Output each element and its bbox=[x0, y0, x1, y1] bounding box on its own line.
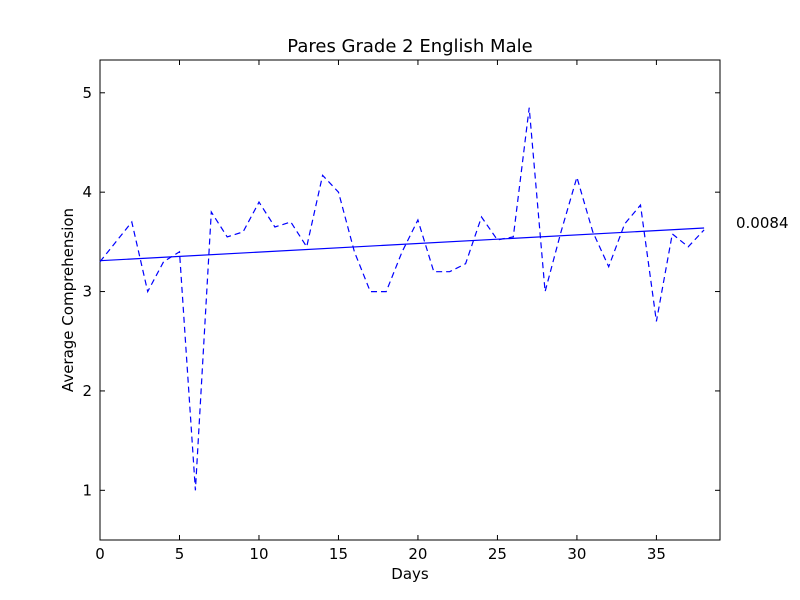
x-tick-label: 15 bbox=[329, 545, 348, 563]
y-tick-label: 4 bbox=[82, 183, 92, 201]
series-group bbox=[99, 107, 705, 491]
x-tick-label: 30 bbox=[567, 545, 586, 563]
x-tick-label: 25 bbox=[488, 545, 507, 563]
slope-annotation: 0.0084 bbox=[736, 214, 789, 232]
x-tick-label: 5 bbox=[175, 545, 185, 563]
trend-line bbox=[99, 227, 705, 262]
chart-title: Pares Grade 2 English Male bbox=[287, 36, 532, 57]
x-axis-ticks: 0 5 10 15 20 25 30 35 bbox=[95, 60, 666, 563]
plot-frame bbox=[99, 59, 721, 541]
x-tick-label: 35 bbox=[647, 545, 666, 563]
y-tick-label: 5 bbox=[82, 84, 92, 102]
y-axis-ticks: 1 2 3 4 5 bbox=[82, 84, 720, 499]
x-tick-label: 0 bbox=[95, 545, 105, 563]
y-tick-label: 3 bbox=[82, 283, 92, 301]
y-tick-label: 1 bbox=[82, 481, 92, 499]
x-tick-label: 20 bbox=[408, 545, 427, 563]
daily-average-line bbox=[99, 107, 705, 491]
x-tick-label: 10 bbox=[249, 545, 268, 563]
y-tick-label: 2 bbox=[82, 382, 92, 400]
x-axis-label: Days bbox=[391, 565, 429, 583]
y-axis-label: Average Comprehension bbox=[59, 208, 77, 392]
